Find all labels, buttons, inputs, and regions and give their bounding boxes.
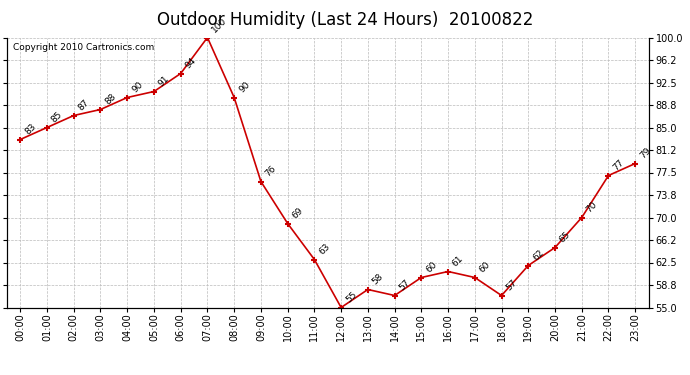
Text: 63: 63: [317, 242, 332, 257]
Text: 94: 94: [184, 56, 198, 71]
Text: Copyright 2010 Cartronics.com: Copyright 2010 Cartronics.com: [13, 43, 155, 52]
Text: 62: 62: [531, 248, 546, 263]
Text: 57: 57: [397, 278, 412, 293]
Text: 77: 77: [611, 158, 626, 173]
Text: 90: 90: [237, 80, 251, 95]
Text: 87: 87: [77, 98, 91, 113]
Text: 69: 69: [290, 206, 305, 221]
Text: Outdoor Humidity (Last 24 Hours)  20100822: Outdoor Humidity (Last 24 Hours) 2010082…: [157, 11, 533, 29]
Text: 65: 65: [558, 230, 572, 245]
Text: 85: 85: [50, 110, 64, 125]
Text: 57: 57: [504, 278, 519, 293]
Text: 100: 100: [210, 16, 229, 35]
Text: 88: 88: [104, 92, 118, 107]
Text: 91: 91: [157, 74, 171, 89]
Text: 60: 60: [424, 260, 439, 275]
Text: 90: 90: [130, 80, 144, 95]
Text: 60: 60: [477, 260, 492, 275]
Text: 79: 79: [638, 146, 653, 161]
Text: 58: 58: [371, 272, 385, 287]
Text: 83: 83: [23, 122, 37, 137]
Text: 55: 55: [344, 290, 358, 305]
Text: 61: 61: [451, 254, 465, 269]
Text: 70: 70: [584, 200, 599, 215]
Text: 76: 76: [264, 164, 278, 179]
